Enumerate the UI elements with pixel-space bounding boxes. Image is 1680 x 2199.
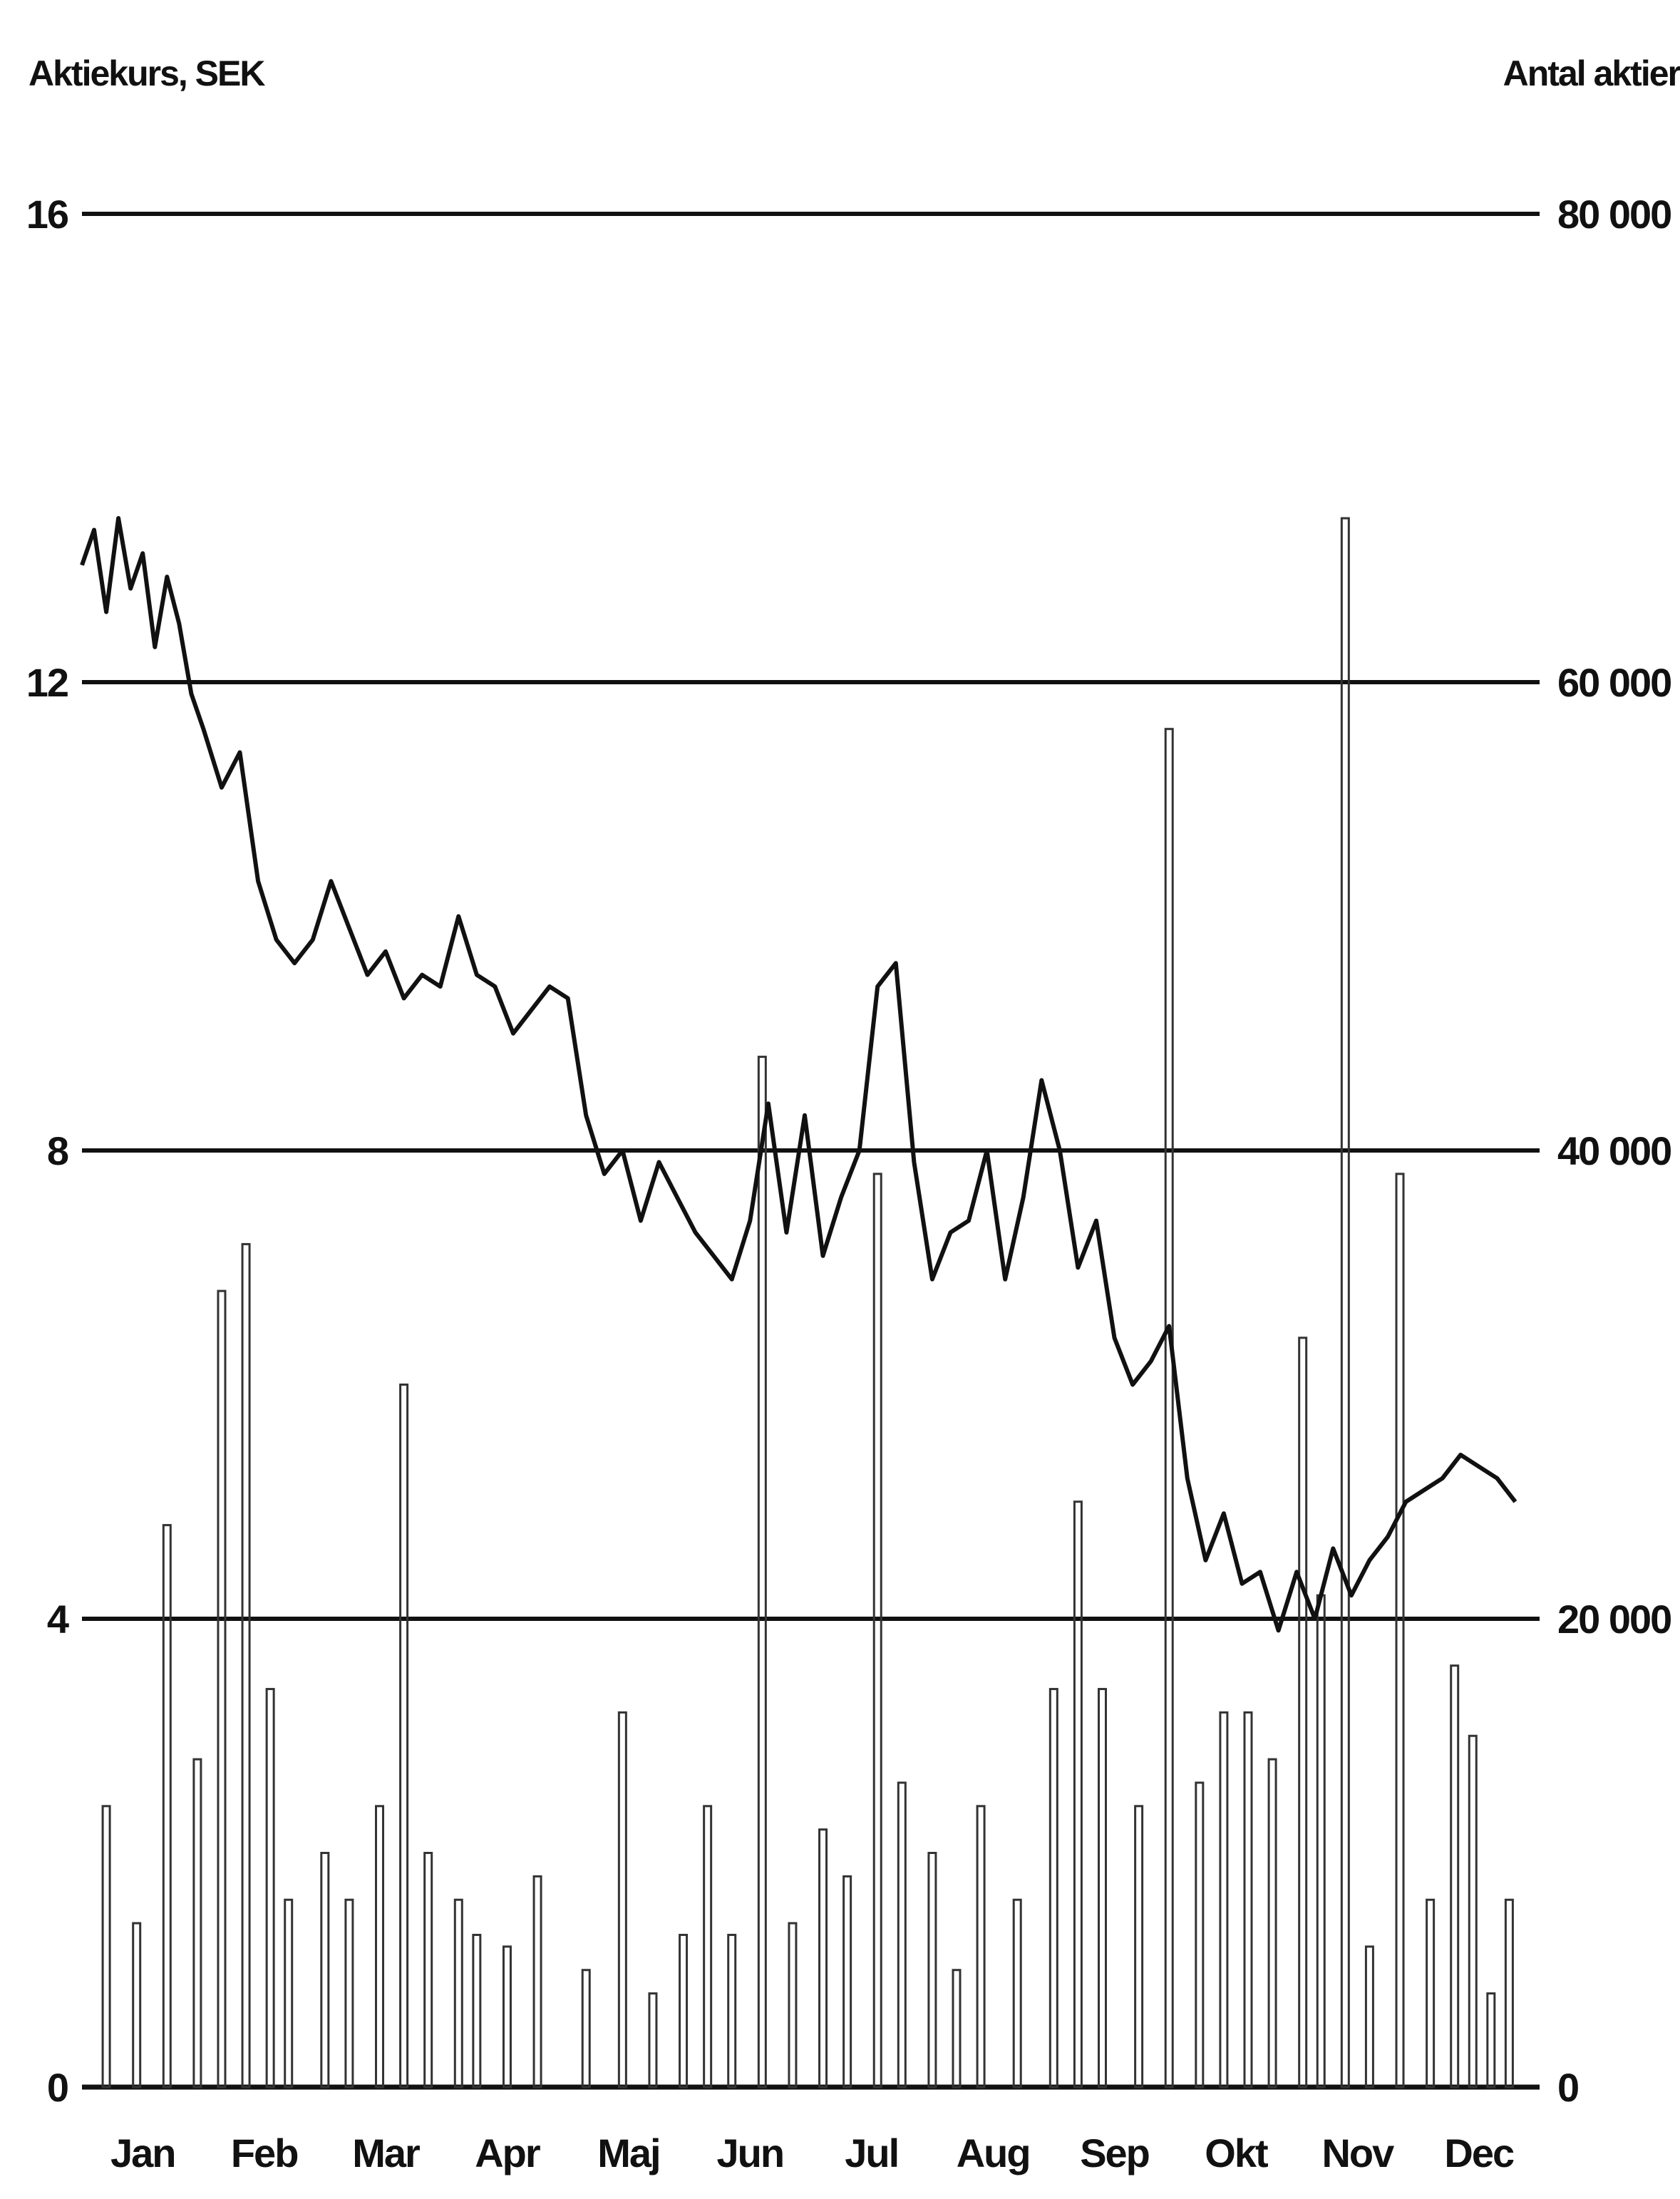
volume-bar bbox=[679, 1933, 689, 2089]
volume-bar bbox=[1164, 728, 1174, 2089]
price-line-layer bbox=[80, 516, 1517, 1633]
volume-bar bbox=[952, 1969, 962, 2089]
volume-bar bbox=[727, 1933, 737, 2089]
left-tick-label: 0 bbox=[47, 2065, 68, 2110]
volume-bar bbox=[265, 1688, 275, 2089]
left-tick-labels: 0 4 8 12 16 bbox=[26, 192, 71, 2110]
volume-bar bbox=[617, 1711, 627, 2089]
month-label: Mar bbox=[352, 2131, 420, 2175]
right-tick-label: 80 000 bbox=[1557, 192, 1671, 237]
volume-bar bbox=[703, 1805, 713, 2089]
right-tick-label: 40 000 bbox=[1557, 1128, 1671, 1173]
month-label: Feb bbox=[231, 2131, 298, 2175]
volume-bar bbox=[1134, 1805, 1144, 2089]
volume-bar bbox=[1267, 1758, 1277, 2089]
volume-bar bbox=[472, 1933, 482, 2089]
month-label: Jul bbox=[845, 2131, 898, 2175]
right-tick-label: 60 000 bbox=[1557, 660, 1671, 705]
month-label: Dec bbox=[1444, 2131, 1514, 2175]
volume-bar bbox=[1486, 1992, 1496, 2089]
volume-bar bbox=[1450, 1664, 1460, 2089]
right-axis-title: Antal aktier bbox=[1503, 53, 1680, 93]
volume-bar bbox=[101, 1805, 111, 2089]
left-tick-label: 8 bbox=[47, 1128, 68, 1173]
volume-bar bbox=[1504, 1898, 1514, 2089]
right-tick-labels: 0 20 000 40 000 60 000 80 000 bbox=[1557, 192, 1672, 2110]
volume-bar bbox=[788, 1922, 798, 2089]
left-axis-title: Aktiekurs, SEK bbox=[29, 53, 265, 93]
volume-bar bbox=[217, 1289, 227, 2089]
volume-bar bbox=[1098, 1688, 1107, 2089]
month-labels: Jan Feb Mar Apr Maj Jun Jul Aug Sep Okt Nov Dec bbox=[110, 2131, 1515, 2175]
volume-bar bbox=[818, 1828, 828, 2089]
month-label: Jun bbox=[717, 2131, 784, 2175]
volume-bar bbox=[241, 1242, 251, 2089]
volume-bar bbox=[132, 1922, 142, 2089]
month-label: Maj bbox=[597, 2131, 659, 2175]
month-label: Okt bbox=[1205, 2131, 1268, 2175]
right-tick-label: 0 bbox=[1557, 2065, 1578, 2110]
volume-bar bbox=[1012, 1898, 1022, 2089]
volume-bar bbox=[1340, 517, 1350, 2089]
volume-bar bbox=[192, 1758, 202, 2089]
volume-bar bbox=[1219, 1711, 1229, 2089]
volume-bar bbox=[1073, 1500, 1083, 2089]
volume-bar bbox=[581, 1969, 591, 2089]
volume-bar bbox=[976, 1805, 986, 2089]
volume-bar bbox=[897, 1781, 907, 2089]
volume-bar bbox=[1243, 1711, 1253, 2089]
volume-bar bbox=[1395, 1173, 1405, 2089]
volume-bar bbox=[1426, 1898, 1436, 2089]
left-tick-label: 16 bbox=[26, 192, 68, 237]
month-label: Sep bbox=[1080, 2131, 1149, 2175]
volume-bar bbox=[532, 1875, 542, 2089]
volume-bar bbox=[872, 1173, 882, 2089]
right-tick-label: 20 000 bbox=[1557, 1597, 1671, 1642]
month-label: Aug bbox=[957, 2131, 1030, 2175]
volume-bar bbox=[1048, 1688, 1058, 2089]
volume-bar bbox=[927, 1852, 937, 2089]
volume-bars bbox=[101, 517, 1514, 2089]
volume-bar bbox=[842, 1875, 852, 2089]
volume-bar bbox=[1298, 1337, 1308, 2089]
price-line bbox=[80, 516, 1517, 1633]
volume-bar bbox=[399, 1384, 409, 2089]
month-label: Apr bbox=[475, 2131, 540, 2175]
volume-bar bbox=[1195, 1781, 1205, 2089]
volume-bar bbox=[320, 1852, 330, 2089]
month-label: Jan bbox=[110, 2131, 175, 2175]
volume-bar bbox=[344, 1898, 354, 2089]
volume-bar bbox=[423, 1852, 433, 2089]
volume-bar bbox=[375, 1805, 385, 2089]
left-tick-label: 12 bbox=[26, 660, 68, 705]
volume-bar bbox=[757, 1056, 767, 2089]
left-tick-label: 4 bbox=[47, 1597, 69, 1642]
volume-bar bbox=[1364, 1945, 1374, 2089]
volume-bar bbox=[1468, 1734, 1478, 2089]
volume-bar bbox=[162, 1524, 172, 2089]
month-label: Nov bbox=[1321, 2131, 1394, 2175]
volume-bar bbox=[453, 1898, 463, 2089]
volume-bar bbox=[502, 1945, 512, 2089]
volume-bar bbox=[1316, 1594, 1326, 2089]
volume-bar bbox=[648, 1992, 658, 2089]
volume-bar bbox=[284, 1898, 294, 2089]
